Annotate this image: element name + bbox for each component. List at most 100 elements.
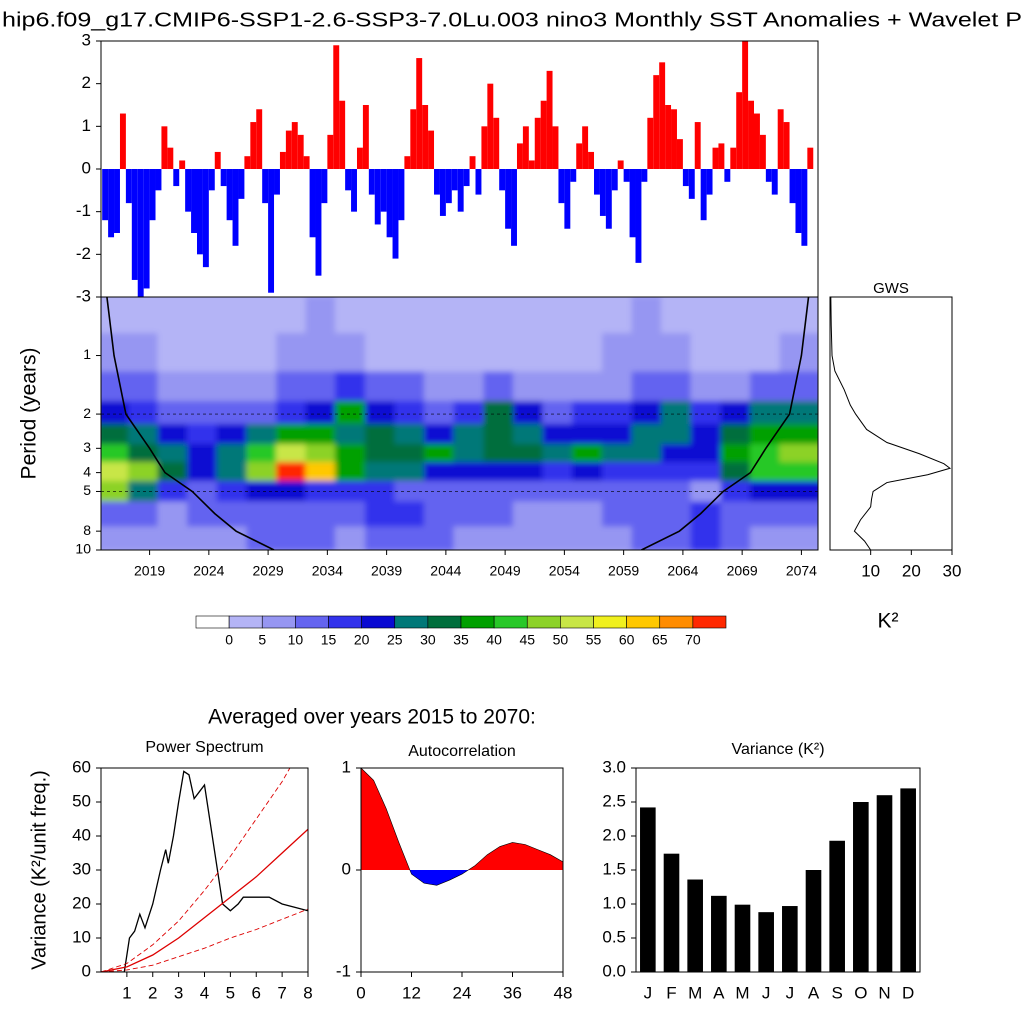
x-tick-label: 36 bbox=[503, 983, 522, 1002]
anomaly-bar bbox=[167, 147, 174, 169]
wavelet-cell bbox=[424, 444, 462, 465]
anomaly-bar bbox=[185, 169, 192, 212]
anomaly-bar bbox=[345, 169, 352, 191]
colorbar-label: 50 bbox=[553, 632, 569, 648]
wavelet-cell bbox=[779, 332, 818, 374]
wavelet-cell bbox=[542, 444, 581, 465]
anomaly-bar bbox=[463, 169, 470, 187]
colorbar-label: 0 bbox=[225, 632, 233, 648]
anomaly-bar bbox=[682, 169, 689, 187]
y-tick-label: 8 bbox=[83, 522, 91, 538]
anomaly-bar bbox=[516, 143, 523, 169]
anomaly-bar bbox=[173, 169, 180, 187]
anomaly-bar bbox=[777, 109, 784, 169]
wavelet-cell bbox=[631, 462, 670, 484]
x-tick-label: 2029 bbox=[253, 563, 284, 579]
anomaly-bar bbox=[125, 169, 132, 204]
wavelet-cell bbox=[690, 424, 729, 447]
wavelet-cell bbox=[246, 481, 284, 504]
y-tick-label: -2 bbox=[76, 244, 91, 263]
wavelet-cell bbox=[424, 526, 462, 550]
colorbar-label: 5 bbox=[258, 632, 266, 648]
x-tick-label: 2069 bbox=[727, 563, 758, 579]
anomaly-bar bbox=[238, 169, 245, 199]
anomaly-bar bbox=[386, 169, 393, 238]
anomaly-bar bbox=[250, 122, 257, 169]
x-tick-label: 6 bbox=[252, 983, 261, 1002]
anomaly-bar bbox=[220, 169, 227, 187]
colorbar-swatch bbox=[493, 615, 528, 629]
wavelet-cell bbox=[661, 444, 699, 465]
anomaly-bar bbox=[351, 169, 357, 212]
anomaly-bar bbox=[694, 122, 701, 169]
bar bbox=[758, 912, 774, 972]
spectrum-line bbox=[101, 768, 291, 972]
gws-line bbox=[830, 296, 952, 551]
anomaly-bar bbox=[676, 139, 683, 169]
wavelet-cell bbox=[601, 526, 640, 550]
wavelet-power bbox=[101, 297, 818, 550]
anomaly-bar bbox=[499, 169, 506, 191]
anomaly-bar bbox=[434, 169, 440, 195]
wavelet-cell bbox=[364, 481, 403, 504]
colorbar-label: 45 bbox=[519, 632, 535, 648]
colorbar-label: 70 bbox=[685, 632, 701, 648]
wavelet-cell bbox=[335, 444, 373, 465]
anomaly-bar bbox=[202, 169, 209, 268]
anomaly-bar bbox=[398, 169, 405, 221]
wavelet-cell bbox=[542, 526, 581, 550]
anomaly-bar bbox=[807, 147, 814, 169]
x-tick-label: S bbox=[831, 983, 842, 1002]
wavelet-cell bbox=[453, 462, 492, 484]
wavelet-cell bbox=[750, 462, 788, 484]
y-tick-label: 60 bbox=[72, 757, 91, 776]
plot-frame bbox=[635, 767, 921, 973]
anomaly-bar bbox=[605, 169, 612, 229]
chart-title: Autocorrelation bbox=[408, 743, 516, 760]
positive-area bbox=[361, 768, 563, 870]
wavelet-cell bbox=[101, 424, 136, 447]
anomaly-bar bbox=[505, 169, 512, 229]
anomaly-bar bbox=[700, 169, 707, 221]
wavelet-cell bbox=[127, 526, 166, 550]
anomaly-bar bbox=[712, 147, 719, 169]
wavelet-cell bbox=[335, 481, 373, 504]
y-tick-label: 3.0 bbox=[602, 757, 626, 776]
x-tick-label: 2064 bbox=[667, 563, 698, 579]
colorbar-swatch bbox=[361, 615, 396, 629]
wavelet-cell bbox=[101, 462, 136, 484]
wavelet-cell bbox=[542, 462, 581, 484]
x-tick-label: A bbox=[808, 983, 820, 1002]
anomaly-bar bbox=[102, 169, 109, 221]
wavelet-cell bbox=[542, 424, 581, 447]
wavelet-cell bbox=[187, 462, 225, 484]
wavelet-cell bbox=[690, 462, 729, 484]
x-tick-label: 1 bbox=[122, 983, 131, 1002]
x-tick-label: 2054 bbox=[549, 563, 580, 579]
wavelet-cell bbox=[572, 526, 610, 550]
wavelet-cell bbox=[690, 526, 729, 550]
wavelet-cell bbox=[779, 526, 818, 550]
y-axis-label: Variance (K²/unit freq.) bbox=[28, 770, 50, 970]
bar bbox=[687, 879, 703, 972]
anomaly-bar bbox=[339, 100, 346, 169]
y-tick-label: 2 bbox=[82, 73, 91, 92]
anomaly-bar bbox=[143, 169, 150, 289]
y-tick-label: 3 bbox=[82, 30, 91, 49]
anomaly-bar bbox=[742, 41, 749, 169]
anomaly-bar bbox=[718, 143, 725, 169]
colorbar-label: 15 bbox=[321, 632, 337, 648]
wavelet-cell bbox=[601, 462, 640, 484]
y-tick-label: 2.5 bbox=[602, 791, 626, 810]
wavelet-cell bbox=[305, 444, 344, 465]
colorbar-swatch bbox=[692, 615, 727, 629]
wavelet-cell bbox=[453, 481, 492, 504]
wavelet-cell bbox=[364, 462, 403, 484]
anomaly-bar bbox=[558, 169, 565, 204]
anomaly-bar bbox=[356, 147, 363, 169]
anomaly-bar bbox=[730, 147, 737, 169]
y-tick-label: 0 bbox=[82, 158, 91, 177]
anomaly-bar bbox=[522, 126, 529, 169]
bar bbox=[711, 895, 727, 972]
anomaly-bar bbox=[771, 169, 778, 195]
